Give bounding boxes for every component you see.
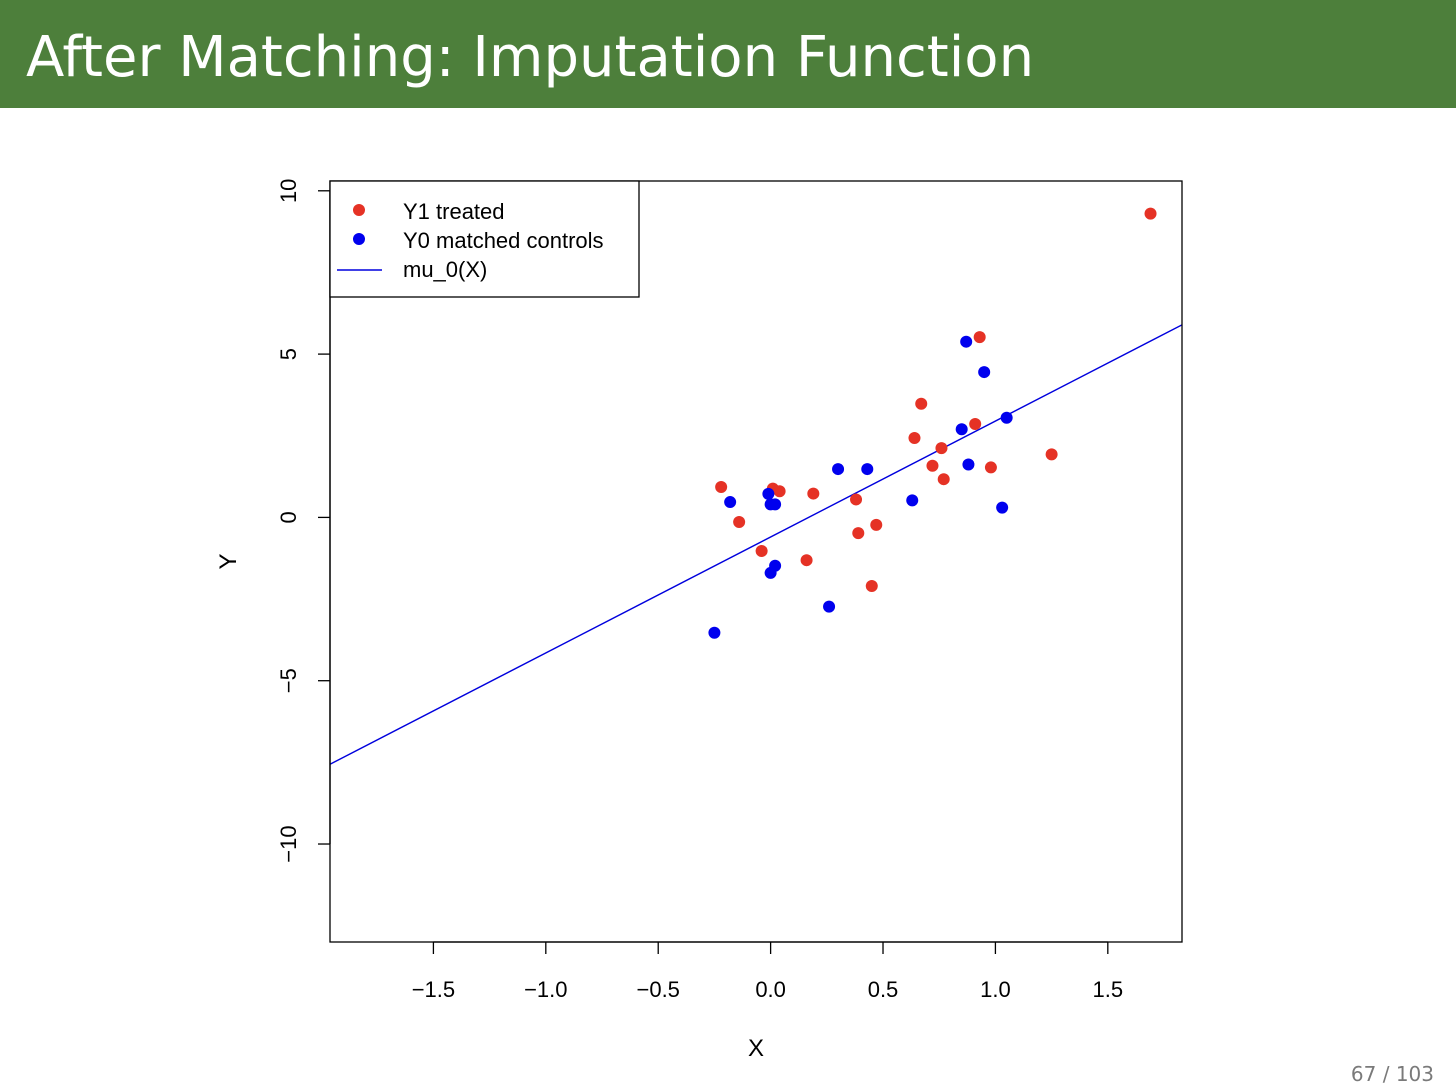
- mu0-regression-line: [330, 324, 1182, 765]
- treated-point-11: [908, 432, 921, 445]
- control-point-13: [962, 458, 975, 471]
- treated-point-8: [852, 527, 865, 540]
- treated-point-10: [870, 518, 883, 531]
- x-tick-label-4: 0.5: [868, 977, 899, 1002]
- x-axis: −1.5 −1.0 −0.5 0.0 0.5 1.0 1.5: [412, 941, 1124, 1002]
- treated-point-12: [915, 397, 928, 410]
- line-layer: [330, 324, 1182, 765]
- treated-point-7: [850, 493, 863, 506]
- treated-point-18: [984, 461, 997, 474]
- control-point-8: [832, 463, 845, 476]
- treated-point-16: [969, 417, 982, 430]
- control-point-11: [955, 423, 968, 436]
- control-point-16: [1000, 411, 1013, 424]
- legend-label-1: Y0 matched controls: [403, 228, 604, 253]
- legend-box: [329, 180, 640, 298]
- control-point-12: [960, 335, 973, 348]
- control-point-0: [708, 626, 721, 639]
- y-axis: 10 5 0 −5 −10: [276, 179, 331, 863]
- y-tick-label-1: 5: [276, 348, 301, 360]
- treated-point-17: [973, 331, 986, 344]
- y-tick-label-3: −5: [276, 668, 301, 693]
- y-axis-label: Y: [215, 553, 242, 569]
- control-point-14: [978, 366, 991, 379]
- control-point-6: [769, 559, 782, 572]
- page-number: 67 / 103: [1350, 1062, 1434, 1086]
- legend-label-2: mu_0(X): [403, 257, 487, 282]
- treated-point-1: [733, 515, 746, 528]
- x-tick-label-0: −1.5: [412, 977, 455, 1002]
- treated-point-5: [800, 554, 813, 567]
- treated-point-9: [865, 579, 878, 592]
- treated-point-13: [926, 459, 939, 472]
- points-layer: [708, 207, 1157, 639]
- control-point-1: [724, 496, 737, 509]
- treated-point-19: [1045, 448, 1058, 461]
- x-tick-label-2: −0.5: [636, 977, 679, 1002]
- treated-point-6: [807, 487, 820, 500]
- legend-point-swatch-1: [353, 233, 365, 245]
- treated-point-0: [715, 481, 728, 494]
- control-point-2: [762, 487, 775, 500]
- treated-point-20: [1144, 207, 1157, 220]
- x-axis-label: X: [748, 1035, 764, 1062]
- control-point-9: [861, 463, 874, 476]
- legend-label-0: Y1 treated: [403, 199, 505, 224]
- treated-point-15: [937, 473, 950, 486]
- treated-point-4: [773, 485, 786, 498]
- title-bar: After Matching: Imputation Function: [0, 0, 1456, 108]
- x-tick-label-5: 1.0: [980, 977, 1011, 1002]
- y-tick-label-2: 0: [276, 511, 301, 523]
- y-tick-label-4: −10: [276, 825, 301, 862]
- x-tick-label-6: 1.5: [1093, 977, 1124, 1002]
- legend-point-swatch-0: [353, 204, 365, 216]
- control-point-7: [823, 600, 836, 613]
- x-tick-label-3: 0.0: [755, 977, 786, 1002]
- control-point-5: [769, 498, 782, 511]
- legend: Y1 treated Y0 matched controls mu_0(X): [329, 180, 640, 298]
- treated-point-2: [755, 545, 768, 558]
- control-point-15: [996, 501, 1009, 514]
- slide-title: After Matching: Imputation Function: [26, 25, 1035, 90]
- control-point-10: [906, 494, 919, 507]
- y-tick-label-0: 10: [276, 179, 301, 203]
- x-tick-label-1: −1.0: [524, 977, 567, 1002]
- treated-point-14: [935, 442, 948, 455]
